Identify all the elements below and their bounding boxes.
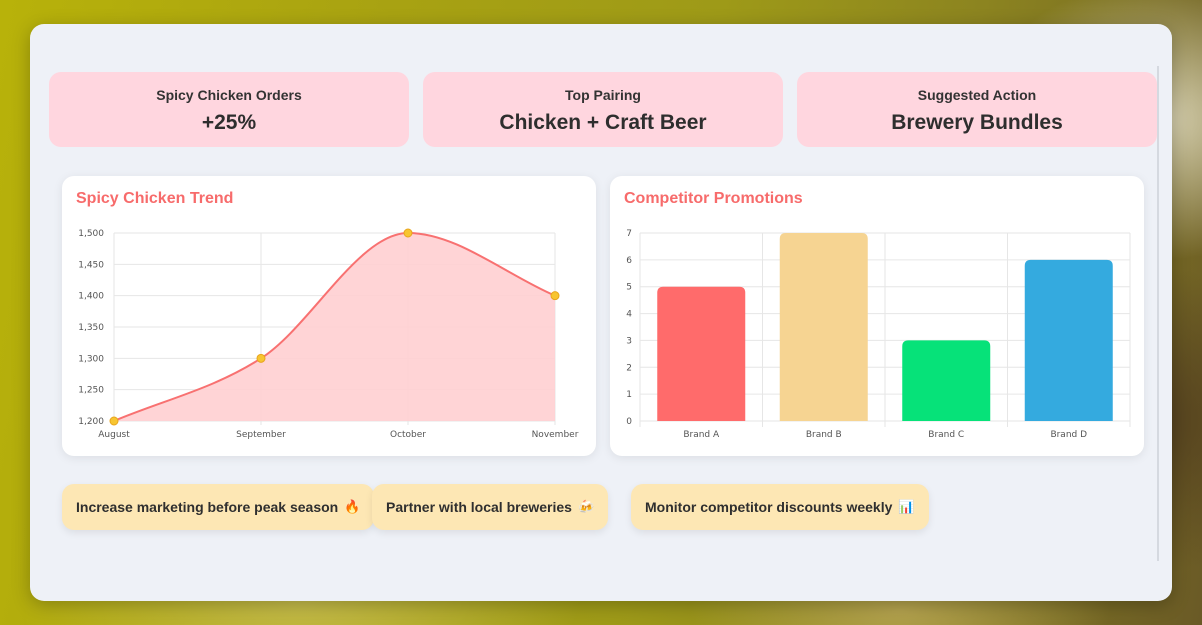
- bar-brand-b: [779, 233, 868, 421]
- stat-card-orders: Spicy Chicken Orders +25%: [49, 72, 409, 147]
- trend-chart-title: Spicy Chicken Trend: [76, 190, 234, 207]
- dashboard-panel: Spicy Chicken Orders +25% Top Pairing Ch…: [30, 24, 1172, 601]
- y-tick-label: 1,250: [78, 386, 104, 396]
- tip-label: Monitor competitor discounts weekly: [645, 499, 893, 515]
- tip-breweries: Partner with local breweries 🍻: [372, 484, 609, 530]
- x-tick-label: November: [532, 430, 579, 440]
- trend-area: [114, 233, 555, 421]
- bar-brand-c: [902, 340, 991, 421]
- y-tick-label: 0: [626, 417, 632, 427]
- promo-chart-card: 0 1 2 3 4 5 6 7 Brand A Brand B Brand C Brand D Com…: [610, 176, 1144, 456]
- trend-point: [256, 353, 266, 363]
- bar-brand-a: [657, 286, 746, 421]
- beer-icon: 🍻: [577, 499, 595, 514]
- tip-label: Partner with local breweries: [386, 499, 572, 515]
- trend-chart: 1,200 1,250 1,300 1,350 1,400 1,450 1,500 Augus…: [78, 228, 579, 440]
- trend-point: [403, 228, 413, 238]
- promo-chart-title: Competitor Promotions: [624, 190, 803, 207]
- x-tick-label: Brand A: [683, 430, 720, 440]
- y-tick-label: 1,300: [78, 354, 104, 364]
- tip-marketing: Increase marketing before peak season 🔥: [62, 484, 375, 530]
- y-tick-label: 1,350: [78, 323, 104, 333]
- trend-point: [550, 291, 560, 301]
- x-tick-label: September: [236, 430, 286, 440]
- stat-value: Chicken + Craft Beer: [499, 111, 707, 134]
- x-tick-label: Brand C: [928, 430, 964, 440]
- promo-chart: 0 1 2 3 4 5 6 7 Brand A Brand B Brand C Brand D: [626, 229, 1131, 440]
- stat-value: Brewery Bundles: [891, 111, 1063, 134]
- x-tick-label: Brand B: [806, 430, 842, 440]
- trend-point: [109, 416, 119, 426]
- y-tick-label: 2: [626, 363, 632, 373]
- y-tick-label: 1,200: [78, 417, 104, 427]
- stat-label: Suggested Action: [917, 87, 1037, 103]
- x-tick-label: Brand D: [1050, 430, 1087, 440]
- stat-value: +25%: [201, 111, 257, 134]
- y-tick-label: 1,450: [78, 260, 104, 270]
- tip-label: Increase marketing before peak season: [76, 499, 339, 515]
- y-tick-label: 4: [626, 310, 632, 320]
- stat-card-action: Suggested Action Brewery Bundles: [797, 72, 1157, 147]
- y-tick-label: 6: [626, 256, 632, 266]
- bar-brand-d: [1024, 259, 1113, 421]
- y-tick-label: 1,500: [78, 229, 104, 239]
- y-tick-label: 1,400: [78, 292, 104, 302]
- y-tick-label: 1: [626, 390, 632, 400]
- bar-chart-icon: 📊: [898, 499, 915, 514]
- y-tick-label: 3: [626, 336, 632, 346]
- stat-label: Spicy Chicken Orders: [156, 87, 302, 103]
- stat-card-pairing: Top Pairing Chicken + Craft Beer: [423, 72, 783, 147]
- trend-line: [113, 231, 556, 422]
- x-tick-label: August: [98, 430, 130, 440]
- tip-competitors: Monitor competitor discounts weekly 📊: [631, 484, 929, 530]
- stat-label: Top Pairing: [565, 87, 641, 103]
- x-tick-label: October: [390, 430, 426, 440]
- y-tick-label: 5: [626, 283, 632, 293]
- y-tick-label: 7: [626, 229, 632, 239]
- fire-icon: 🔥: [344, 499, 361, 514]
- trend-chart-card: 1,200 1,250 1,300 1,350 1,400 1,450 1,500 Augus…: [62, 176, 596, 456]
- scrollbar-track[interactable]: [1157, 66, 1159, 561]
